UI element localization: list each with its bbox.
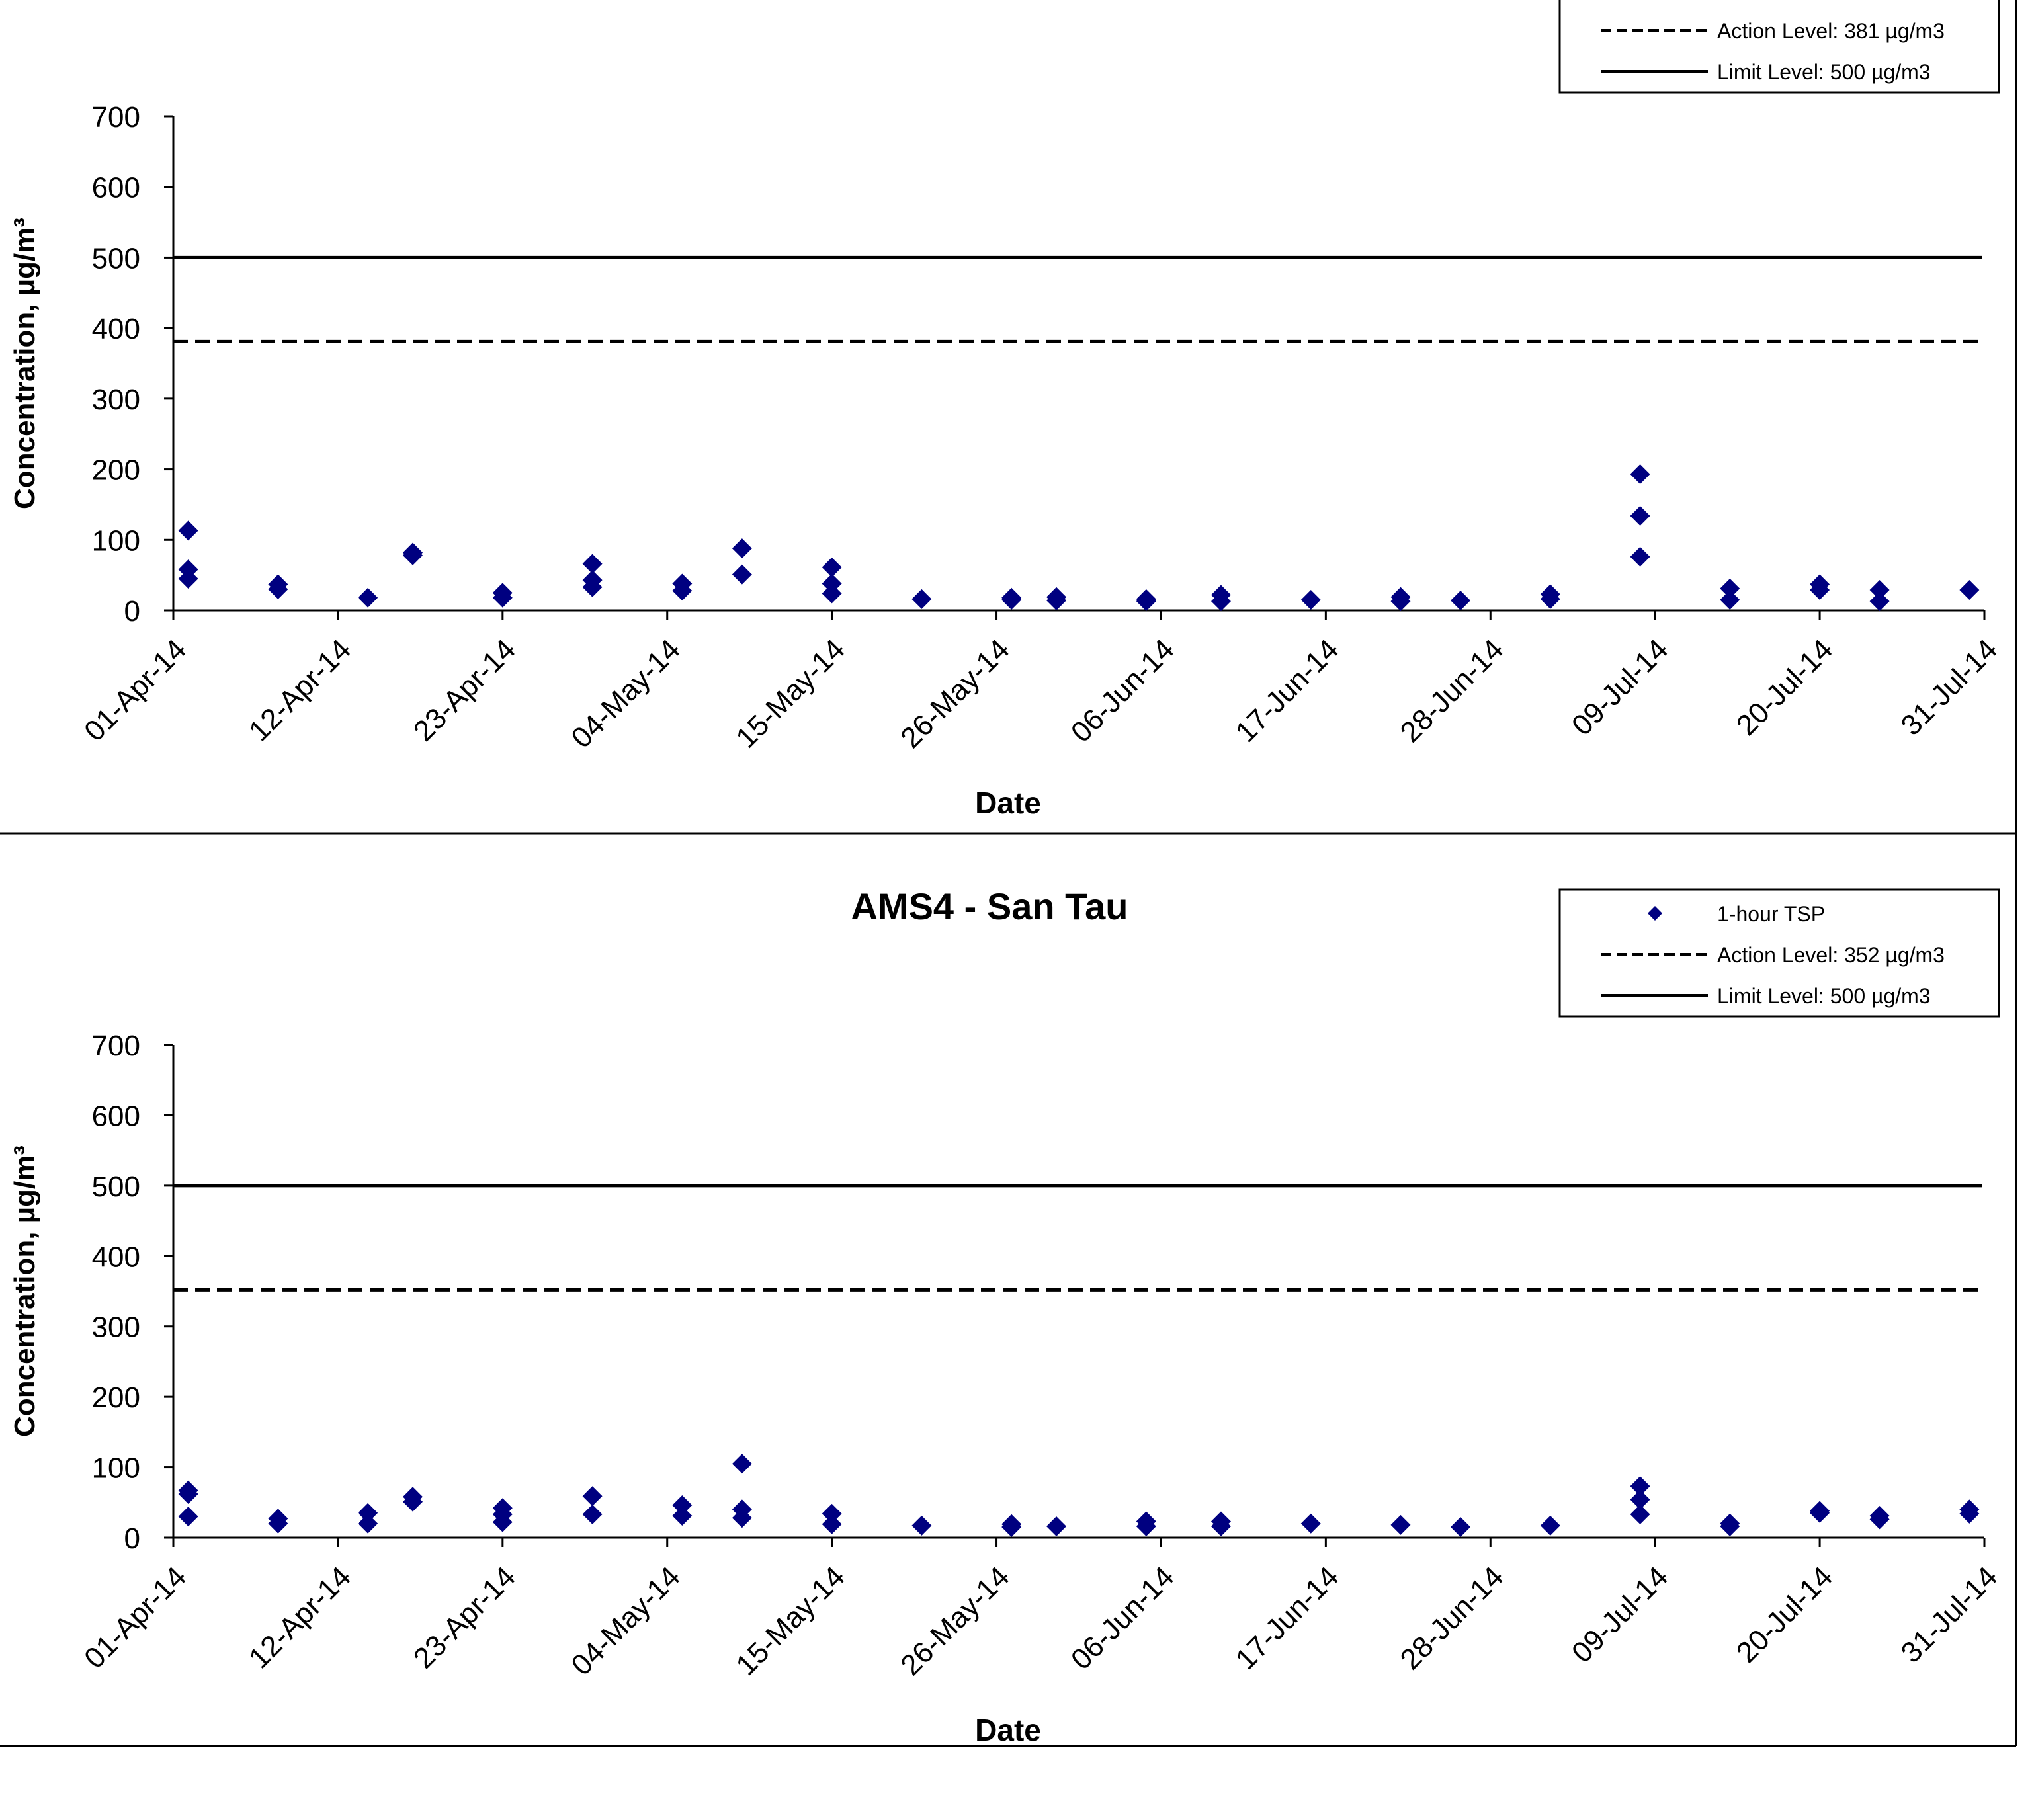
- data-point: [1720, 578, 1740, 599]
- y-tick-label: 500: [92, 242, 140, 274]
- data-point: [672, 1495, 693, 1516]
- data-point: [492, 587, 513, 608]
- data-point: [582, 1504, 603, 1524]
- data-point: [732, 1454, 752, 1474]
- data-point: [582, 577, 603, 597]
- data-point: [1869, 1509, 1890, 1530]
- y-tick-label: 600: [92, 172, 140, 204]
- x-axis-label: Date: [975, 786, 1041, 820]
- data-point: [1136, 1516, 1156, 1536]
- y-tick-label: 700: [92, 1030, 140, 1062]
- legend-label: Action Level: 381 µg/m3: [1717, 19, 1945, 43]
- data-point: [1300, 589, 1321, 610]
- data-point: [911, 589, 932, 609]
- data-point: [1210, 591, 1231, 612]
- data-point: [358, 587, 378, 608]
- y-tick-label: 300: [92, 1311, 140, 1344]
- y-tick-label: 200: [92, 454, 140, 487]
- y-axis-label: Concentration, µg/m³: [9, 1145, 41, 1437]
- data-point: [1869, 591, 1890, 612]
- data-point: [822, 1514, 842, 1534]
- data-point: [178, 568, 198, 589]
- data-point: [672, 581, 693, 601]
- y-tick-label: 0: [124, 1522, 140, 1555]
- y-tick-label: 0: [124, 595, 140, 628]
- data-point: [1210, 1516, 1231, 1536]
- data-point: [1046, 591, 1067, 611]
- data-point: [732, 1508, 752, 1528]
- data-point: [1136, 591, 1156, 612]
- data-point: [178, 520, 198, 541]
- data-point: [1630, 464, 1650, 485]
- y-tick-label: 400: [92, 313, 140, 345]
- x-axis-label: Date: [975, 1713, 1041, 1747]
- data-point: [1046, 1516, 1067, 1536]
- data-point: [732, 564, 752, 585]
- data-point: [672, 1506, 693, 1526]
- data-point: [178, 1507, 198, 1527]
- data-point: [1810, 1503, 1830, 1523]
- data-point: [1869, 580, 1890, 600]
- data-point: [1959, 580, 1980, 600]
- y-tick-label: 400: [92, 1241, 140, 1273]
- data-point: [1300, 1513, 1321, 1534]
- y-tick-label: 600: [92, 1100, 140, 1132]
- y-tick-label: 300: [92, 384, 140, 416]
- data-point: [822, 1503, 842, 1524]
- data-point: [1810, 580, 1830, 600]
- data-point: [268, 579, 288, 599]
- data-point: [732, 538, 752, 559]
- data-point: [1001, 589, 1022, 610]
- data-point: [1630, 1504, 1650, 1524]
- data-point: [1451, 591, 1471, 611]
- y-tick-label: 100: [92, 524, 140, 557]
- data-point: [1630, 506, 1650, 526]
- data-point: [1959, 1503, 1980, 1524]
- data-point: [582, 1486, 603, 1507]
- data-point: [1720, 1516, 1740, 1536]
- y-tick-label: 100: [92, 1452, 140, 1485]
- data-point: [1630, 1489, 1650, 1510]
- data-point: [358, 1503, 378, 1523]
- y-tick-label: 200: [92, 1382, 140, 1414]
- data-point: [492, 1512, 513, 1532]
- data-point: [1390, 591, 1411, 612]
- data-point: [911, 1515, 932, 1536]
- data-point: [1540, 589, 1560, 609]
- legend-label: Action Level: 352 µg/m3: [1717, 943, 1945, 967]
- data-point: [1630, 1476, 1650, 1497]
- data-point: [178, 1484, 198, 1505]
- chart-title: AMS4 - San Tau: [851, 886, 1128, 927]
- data-point: [403, 545, 423, 565]
- data-point: [822, 583, 842, 604]
- data-point: [403, 1491, 423, 1512]
- data-point: [582, 554, 603, 574]
- data-point: [822, 557, 842, 577]
- data-point: [1540, 1515, 1560, 1536]
- data-point: [1390, 1514, 1411, 1535]
- data-point: [1630, 546, 1650, 567]
- legend-label: Limit Level: 500 µg/m3: [1717, 984, 1931, 1008]
- y-tick-label: 500: [92, 1171, 140, 1203]
- chart-title: AMS1 - Sha Lo Wan: [816, 0, 1163, 5]
- legend-label: Limit Level: 500 µg/m3: [1717, 60, 1931, 84]
- data-point: [1720, 589, 1740, 610]
- data-point: [1451, 1517, 1471, 1538]
- legend-label: 1-hour TSP: [1717, 902, 1825, 926]
- data-point: [268, 1513, 288, 1534]
- y-axis-label: Concentration, µg/m³: [9, 218, 41, 509]
- y-tick-label: 700: [92, 101, 140, 134]
- legend-box: [1558, 0, 2000, 94]
- data-point: [1001, 1517, 1022, 1538]
- legend-marker: [1648, 906, 1662, 921]
- data-point: [358, 1513, 378, 1534]
